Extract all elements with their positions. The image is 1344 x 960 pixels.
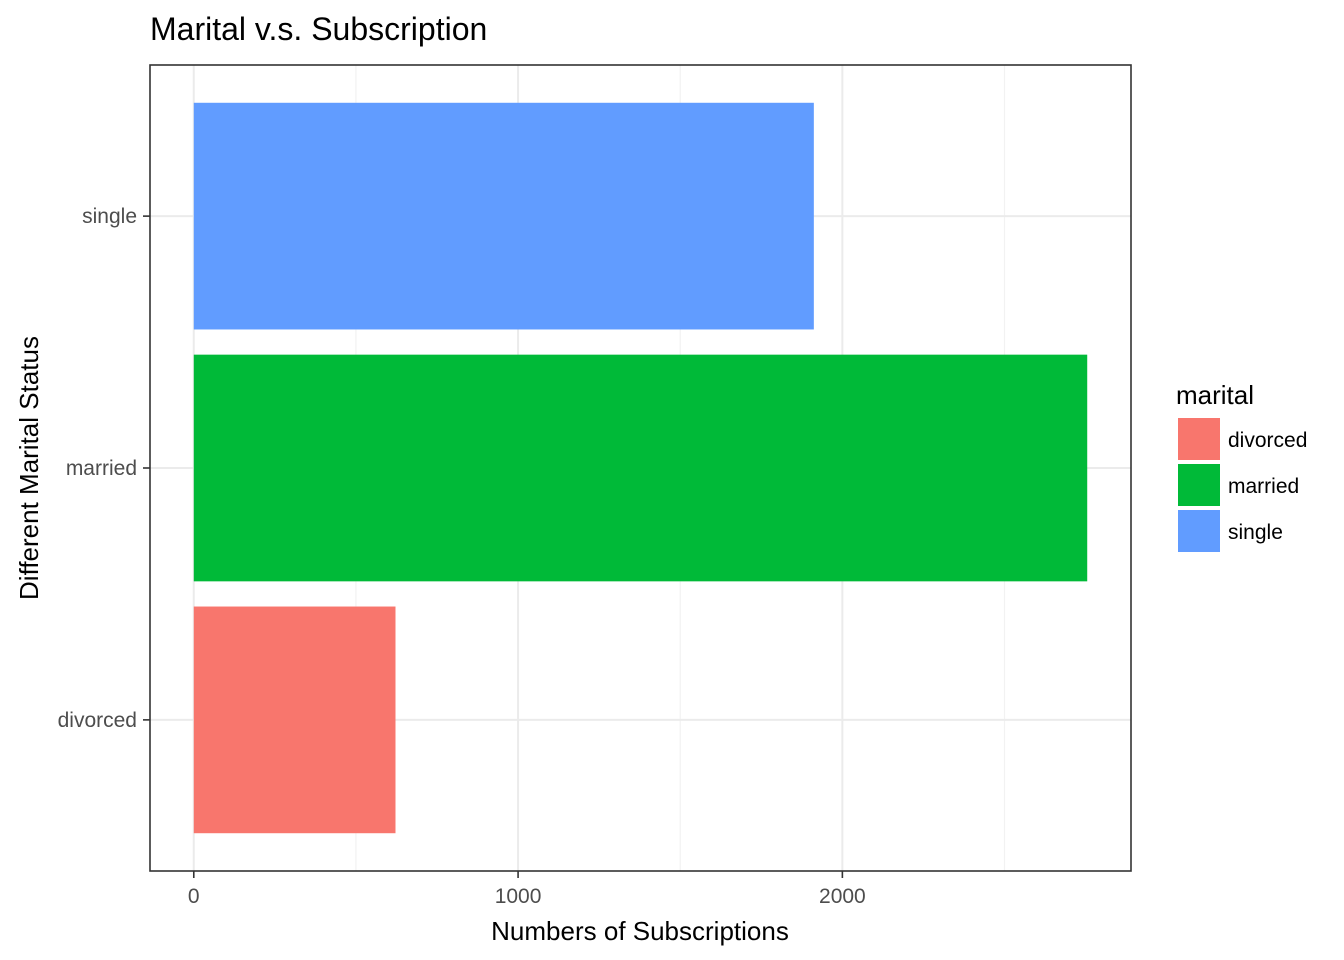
legend-key-married [1178,464,1220,506]
bar-divorced [193,606,396,834]
bar-married [193,354,1088,582]
x-tick-label: 0 [188,885,200,908]
legend-label-divorced: divorced [1228,429,1307,452]
bar-single [193,102,814,330]
legend-label-married: married [1228,475,1299,498]
bar-layer [193,102,1088,834]
legend-title: marital [1176,380,1254,410]
y-tick-label: single [82,205,137,228]
x-tick-label: 1000 [495,885,542,908]
y-tick-label: divorced [58,709,137,732]
y-tick-label: married [66,457,137,480]
x-tick-label: 2000 [819,885,866,908]
legend-label-single: single [1228,521,1283,544]
chart-title: Marital v.s. Subscription [150,11,487,47]
x-axis: 0 1000 2000 [188,871,866,908]
x-axis-title: Numbers of Subscriptions [491,916,789,946]
y-axis-title: Different Marital Status [14,336,44,600]
legend: marital divorced married single [1176,380,1307,552]
legend-key-divorced [1178,418,1220,460]
y-axis: divorced married single [58,205,150,732]
legend-key-single [1178,510,1220,552]
